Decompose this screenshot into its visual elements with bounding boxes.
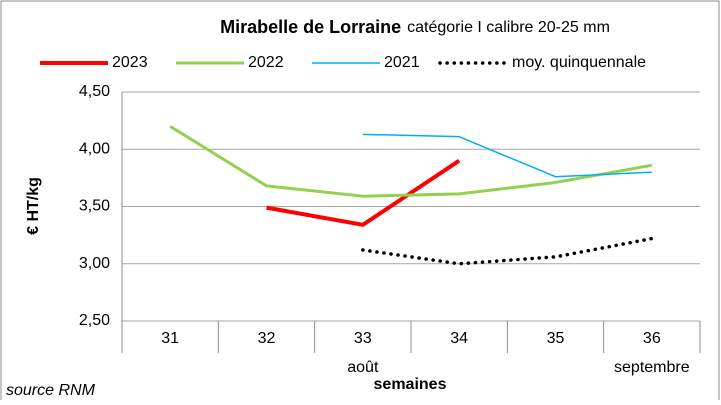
legend-label: 2022 — [248, 54, 284, 71]
series-line — [266, 159, 461, 227]
y-tick-label: 2,50 — [79, 312, 110, 329]
series-line — [362, 133, 652, 178]
y-tick-label: 3,50 — [79, 198, 110, 215]
series-line — [169, 125, 653, 198]
x-tick-label: 31 — [161, 330, 179, 347]
x-tick-label: 35 — [547, 330, 565, 347]
chart-title: Mirabelle de Lorraine — [220, 17, 401, 37]
chart-subtitle: catégorie I calibre 20-25 mm — [407, 19, 610, 36]
x-tick-label: 32 — [258, 330, 276, 347]
y-axis-label: € HT/kg — [25, 177, 42, 235]
legend-label: 2023 — [112, 54, 148, 71]
legend-label: moy. quinquennale — [512, 54, 646, 71]
legend-label: 2021 — [384, 54, 420, 71]
x-tick-label: 33 — [354, 330, 372, 347]
x-annotation: août — [347, 359, 379, 376]
x-annotation: septembre — [614, 359, 690, 376]
x-axis-label: semaines — [374, 376, 447, 393]
y-tick-label: 4,50 — [79, 83, 110, 100]
series-line — [361, 236, 654, 266]
y-tick-label: 3,00 — [79, 255, 110, 272]
chart-heading: Mirabelle de Lorraine catégorie I calibre… — [220, 17, 610, 37]
x-tick-label: 36 — [643, 330, 661, 347]
y-tick-label: 4,00 — [79, 140, 110, 157]
x-tick-label: 34 — [450, 330, 468, 347]
source-note: source RNM — [6, 382, 96, 399]
